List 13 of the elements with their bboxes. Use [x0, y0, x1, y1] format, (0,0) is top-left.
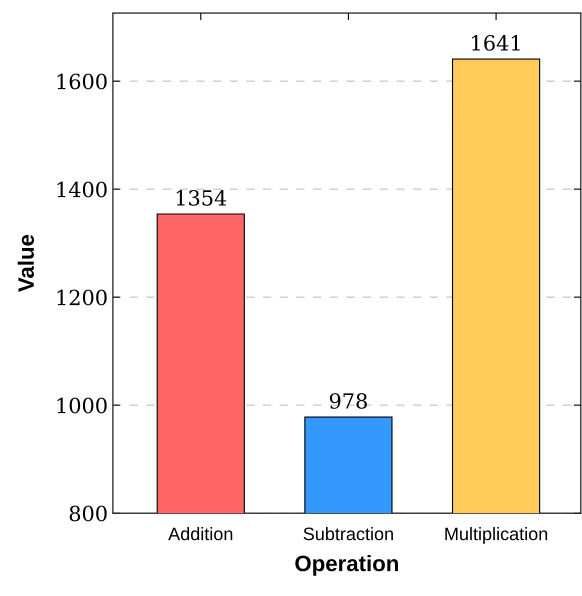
- data-label: 1354: [176, 190, 226, 206]
- x-tick-label: Subtraction: [304, 527, 393, 540]
- y-tick-label: 800: [70, 506, 107, 522]
- data-label: 1641: [472, 35, 520, 51]
- y-tick-label: 1200: [58, 290, 107, 306]
- x-tick-label: Addition: [168, 527, 232, 540]
- y-axis-title: Value: [18, 234, 34, 292]
- y-tick-label: 1600: [58, 74, 107, 90]
- y-tick-label: 1000: [58, 398, 107, 414]
- x-axis-title: Operation: [295, 554, 398, 576]
- data-label: 978: [330, 393, 367, 409]
- x-tick-label: Multiplication: [445, 527, 548, 544]
- y-tick-label: 1400: [58, 182, 107, 198]
